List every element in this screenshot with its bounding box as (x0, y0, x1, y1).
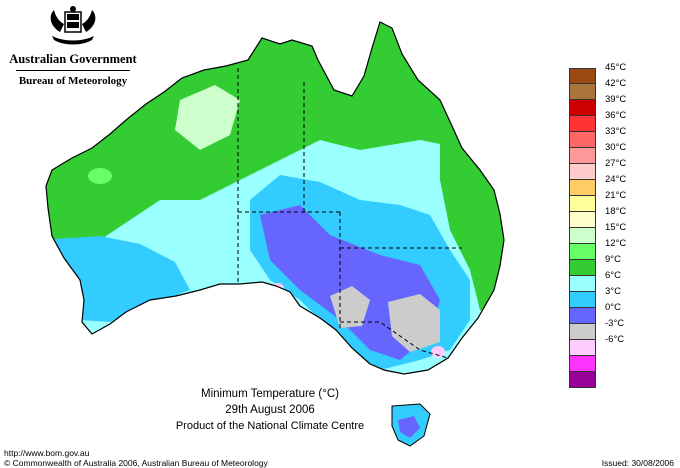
legend-label: 15°C (605, 222, 627, 233)
temperature-legend: 45°C 42°C 39°C 36°C 33°C 30°C 27°C 24°C 21°C 18°C… (569, 62, 664, 388)
legend-swatch (569, 292, 596, 308)
legend-item (569, 372, 664, 388)
legend-item: 45°C (569, 62, 664, 84)
zone-alpine-1 (431, 346, 445, 358)
legend-swatch (569, 308, 596, 324)
map-title-block: Minimum Temperature (°C) 29th August 200… (90, 386, 450, 434)
legend-item: 30°C (569, 142, 664, 164)
legend-item: -6°C (569, 334, 664, 356)
legend-label: 24°C (605, 174, 627, 185)
legend-item (569, 356, 664, 372)
legend-label: 33°C (605, 126, 627, 137)
legend-swatch (569, 276, 596, 292)
zone-se-frost-2 (388, 294, 440, 352)
legend-label: 39°C (605, 94, 627, 105)
org-header: Australian Government Bureau of Meteorol… (8, 4, 138, 87)
coastline (45, 21, 505, 375)
legend-item: 33°C (569, 126, 664, 148)
legend-swatch (569, 84, 596, 100)
legend-item: 15°C (569, 222, 664, 244)
zone-north-light (175, 85, 240, 150)
legend-item: 36°C (569, 110, 664, 132)
legend-item: 12°C (569, 238, 664, 260)
legend-item: 21°C (569, 190, 664, 212)
legend-swatch (569, 132, 596, 148)
legend-item: 39°C (569, 94, 664, 116)
zone-alpine-2 (272, 283, 284, 293)
footer-issued: Issued: 30/08/2006 (601, 458, 674, 468)
legend-label: 0°C (605, 302, 621, 313)
legend-label: 45°C (605, 62, 627, 73)
zone-nw-patch (88, 168, 112, 184)
legend-swatch (569, 68, 596, 84)
legend-swatch (569, 100, 596, 116)
footer-url[interactable]: http://www.bom.gov.au (4, 448, 90, 458)
tasmania-cold (398, 416, 420, 438)
legend-item: 0°C (569, 302, 664, 324)
legend-swatch (569, 212, 596, 228)
legend-swatch (569, 340, 596, 356)
legend-label: 6°C (605, 270, 621, 281)
legend-swatch (569, 180, 596, 196)
footer-copyright: © Commonwealth of Australia 2006, Austra… (4, 458, 268, 468)
legend-label: 18°C (605, 206, 627, 217)
legend-label: 3°C (605, 286, 621, 297)
legend-swatch (569, 116, 596, 132)
coat-of-arms-icon (50, 6, 96, 45)
map-date: 29th August 2006 (225, 404, 315, 416)
legend-swatch (569, 356, 596, 372)
legend-item: 9°C (569, 254, 664, 276)
legend-label: 21°C (605, 190, 627, 201)
map-title: Minimum Temperature (°C) (201, 388, 339, 400)
legend-label: 12°C (605, 238, 627, 249)
legend-label: 42°C (605, 78, 627, 89)
legend-label: -3°C (605, 318, 625, 329)
legend-item: 3°C (569, 286, 664, 308)
legend-swatch (569, 372, 596, 388)
legend-item: 18°C (569, 206, 664, 228)
legend-label: 27°C (605, 158, 627, 169)
bureau-title: Bureau of Meteorology (16, 70, 130, 87)
legend-item: 24°C (569, 174, 664, 196)
government-title: Australian Government (9, 52, 137, 66)
legend-item: 42°C (569, 78, 664, 100)
legend-item: 6°C (569, 270, 664, 292)
map-producer: Product of the National Climate Centre (175, 420, 365, 432)
legend-label: -6°C (605, 334, 625, 345)
legend-label: 30°C (605, 142, 627, 153)
legend-swatch (569, 164, 596, 180)
legend-item: 27°C (569, 158, 664, 180)
legend-swatch (569, 244, 596, 260)
legend-swatch (569, 148, 596, 164)
legend-swatch (569, 228, 596, 244)
legend-swatch (569, 324, 596, 340)
state-borders (237, 68, 462, 359)
legend-item: -3°C (569, 318, 664, 340)
legend-swatch (569, 196, 596, 212)
legend-label: 36°C (605, 110, 627, 121)
legend-label: 9°C (605, 254, 621, 265)
legend-swatch (569, 260, 596, 276)
